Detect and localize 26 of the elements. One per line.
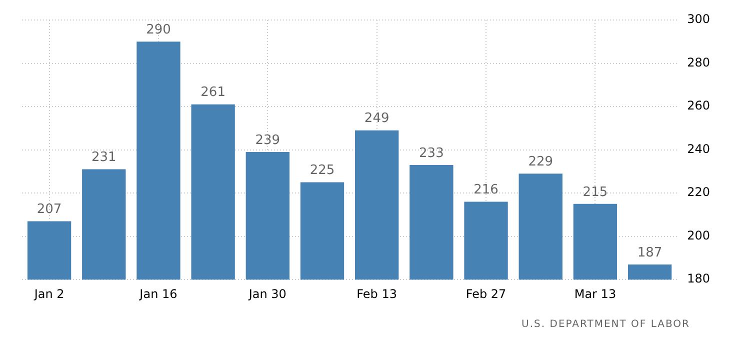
data-label: 290	[146, 22, 171, 38]
y-tick-label: 280	[687, 55, 710, 70]
data-label: 187	[637, 245, 662, 260]
data-label: 215	[582, 184, 608, 200]
y-tick-label: 200	[687, 228, 710, 242]
y-tick-label: 240	[687, 142, 710, 156]
x-tick-label: Feb 27	[466, 286, 506, 301]
data-label: 225	[310, 163, 335, 178]
text: U.S. DEPARTMENT OF LABOR	[522, 319, 690, 330]
y-tick-label: 180	[687, 272, 710, 286]
data-label: 261	[200, 85, 226, 100]
data-label: 216	[474, 182, 498, 198]
y-tick-label: 260	[687, 98, 710, 113]
data-label: 229	[528, 154, 554, 170]
data-label: 233	[419, 146, 444, 161]
x-tick-label: Jan 2	[33, 286, 64, 301]
x-tick-label: Mar 13	[574, 286, 616, 301]
data-label: 239	[255, 132, 280, 148]
data-label: 207	[36, 202, 62, 218]
y-tick-label: 220	[687, 185, 710, 200]
x-tick-label: Feb 13	[356, 286, 398, 301]
data-label: 249	[364, 111, 390, 126]
x-tick-label: Jan 16	[138, 286, 178, 301]
y-tick-label: 300	[687, 12, 710, 26]
x-tick-label: Jan 30	[248, 286, 286, 301]
data-label: 231	[91, 150, 116, 166]
